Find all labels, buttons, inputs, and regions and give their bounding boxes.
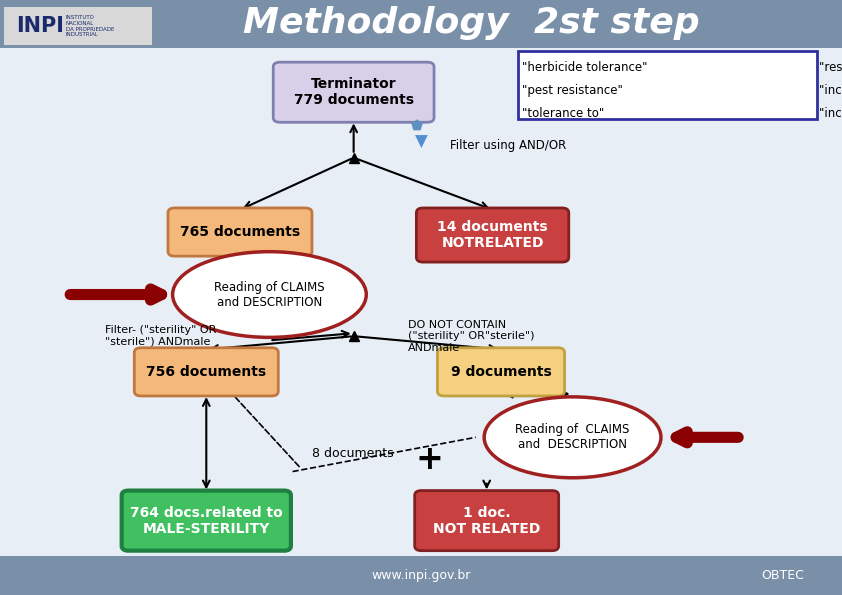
Text: 14 documents
NOTRELATED: 14 documents NOTRELATED (437, 220, 548, 250)
Ellipse shape (173, 252, 366, 337)
Bar (4, 7, 152, 45)
Text: 765 documents: 765 documents (180, 225, 300, 239)
FancyBboxPatch shape (134, 347, 278, 396)
Text: 764 docs.related to
MALE-STERILITY: 764 docs.related to MALE-STERILITY (130, 506, 283, 536)
Text: Methodology  2st step: Methodology 2st step (243, 6, 700, 40)
Text: Reading of  CLAIMS
and  DESCRIPTION: Reading of CLAIMS and DESCRIPTION (515, 423, 630, 452)
Text: ⬟: ⬟ (411, 120, 423, 134)
FancyBboxPatch shape (121, 490, 291, 551)
Text: Filter using AND/OR: Filter using AND/OR (450, 139, 567, 152)
FancyBboxPatch shape (414, 490, 559, 551)
Text: "resistance to": "resistance to" (818, 61, 842, 74)
Text: 8 documents: 8 documents (312, 447, 393, 460)
Text: "herbicide tolerance": "herbicide tolerance" (522, 61, 647, 74)
Text: INPI: INPI (17, 16, 64, 36)
Text: Filter- ("sterility" OR
"sterile") ANDmale: Filter- ("sterility" OR "sterile") ANDma… (105, 325, 216, 347)
Text: Reading of CLAIMS
and DESCRIPTION: Reading of CLAIMS and DESCRIPTION (214, 280, 325, 309)
Bar (0, 0, 842, 48)
Text: www.inpi.gov.br: www.inpi.gov.br (371, 569, 471, 583)
Bar (0, 556, 842, 595)
Text: "increased growth rate": "increased growth rate" (818, 107, 842, 120)
Text: ▼: ▼ (414, 133, 428, 151)
Text: "pest resistance": "pest resistance" (522, 84, 623, 97)
Text: "increased grain yield": "increased grain yield" (818, 84, 842, 97)
FancyBboxPatch shape (438, 347, 565, 396)
Text: INSTITUTO
NACIONAL
DA PROPRIEDADE
INDUSTRIAL: INSTITUTO NACIONAL DA PROPRIEDADE INDUST… (66, 15, 114, 37)
Text: "tolerance to": "tolerance to" (522, 107, 605, 120)
Text: 1 doc.
NOT RELATED: 1 doc. NOT RELATED (433, 506, 541, 536)
Text: 756 documents: 756 documents (147, 365, 266, 379)
Ellipse shape (484, 397, 661, 478)
FancyBboxPatch shape (273, 62, 434, 123)
Text: OBTEC: OBTEC (761, 569, 804, 583)
FancyBboxPatch shape (416, 208, 569, 262)
FancyBboxPatch shape (518, 51, 817, 119)
Text: +: + (415, 443, 444, 476)
Text: DO NOT CONTAIN
("sterility" OR"sterile")
ANDmale: DO NOT CONTAIN ("sterility" OR"sterile")… (408, 320, 535, 353)
Text: Terminator
779 documents: Terminator 779 documents (294, 77, 413, 107)
FancyBboxPatch shape (168, 208, 312, 256)
Text: 9 documents: 9 documents (450, 365, 552, 379)
